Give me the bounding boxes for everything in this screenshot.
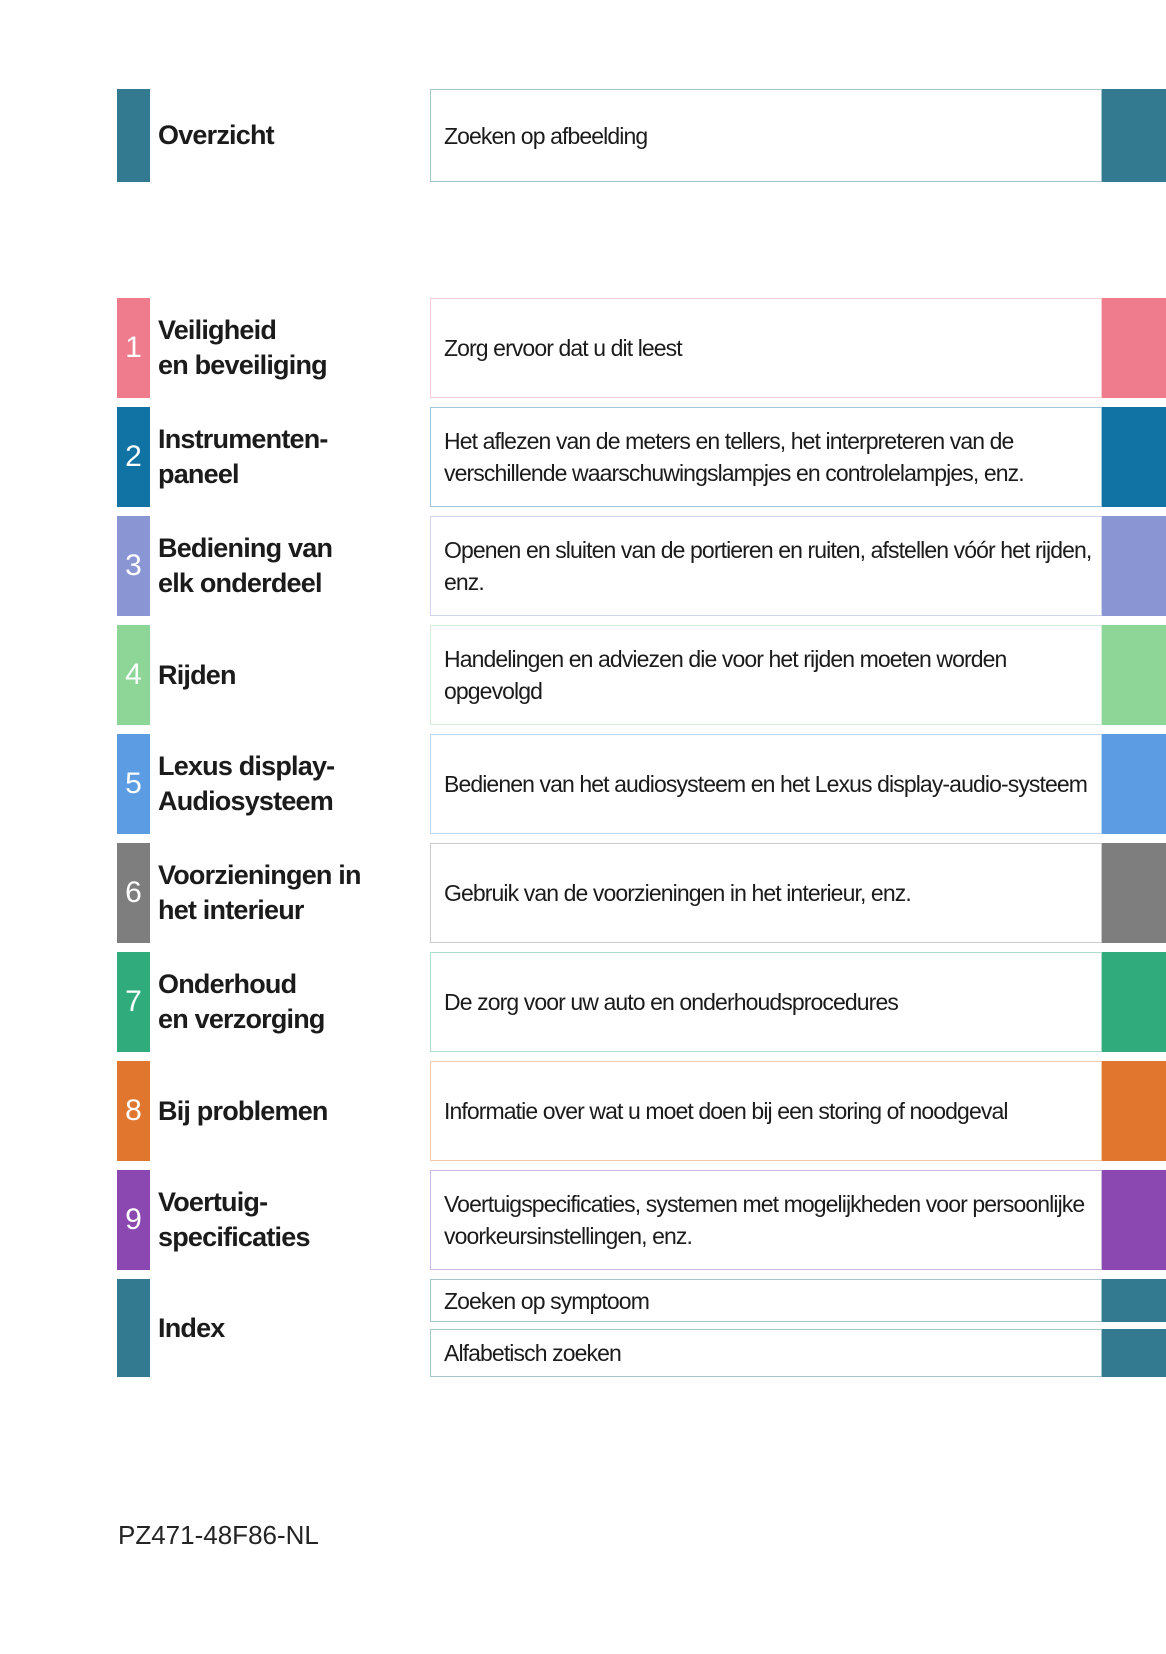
section-number: 3 [125,549,142,582]
section-description: Gebruik van de voorzieningen in het inte… [444,880,912,906]
overview-color-block [117,89,150,182]
section-title: Bediening van elk onderdeel [158,533,333,598]
section-title: Instrumenten- paneel [158,424,328,489]
index-color-block [117,1279,150,1377]
index-item-box: Zoeken op symptoom [430,1279,1102,1322]
section-number: 5 [125,767,142,800]
section-description: De zorg voor uw auto en onderhoudsproced… [444,989,899,1015]
overview-description: Zoeken op afbeelding [444,122,648,149]
section-description: Informatie over wat u moet doen bij een … [444,1098,1008,1124]
index-edge-tab [1102,1329,1166,1377]
section-description-box: Informatie over wat u moet doen bij een … [430,1061,1102,1161]
section-description: Bedienen van het audiosysteem en het Lex… [444,771,1088,797]
section-number-block: 5 [117,734,150,834]
section-title: Voorzieningen in het interieur [158,860,362,925]
overview-title: Overzicht [158,120,275,151]
section-edge-tab [1102,1170,1166,1270]
index-title: Index [158,1312,225,1343]
section-title: Veiligheid en beveiliging [158,315,328,380]
overview-description-box: Zoeken op afbeelding [430,89,1102,182]
section-title: Rijden [158,659,237,690]
section-description-box: Voertuigspecificaties, systemen met moge… [430,1170,1102,1270]
section-number-block: 8 [117,1061,150,1161]
section-row-4: 4 Rijden Handelingen en adviezen die voo… [0,625,1166,725]
section-title: Voertuig- specificaties [158,1187,311,1252]
section-title: Bij problemen [158,1095,328,1126]
section-number-block: 3 [117,516,150,616]
section-row-6: 6 Voorzieningen in het interieur Gebruik… [0,843,1166,943]
section-edge-tab [1102,843,1166,943]
section-edge-tab [1102,298,1166,398]
section-row-1: 1 Veiligheid en beveiliging Zorg ervoor … [0,298,1166,398]
section-edge-tab [1102,625,1166,725]
section-description-box: Bedienen van het audiosysteem en het Lex… [430,734,1102,834]
section-description: Openen en sluiten van de portieren en ru… [444,537,1092,595]
section-description-box: Het aflezen van de meters en tellers, he… [430,407,1102,507]
section-number: 1 [125,331,142,364]
section-number: 8 [125,1094,142,1127]
section-number: 9 [125,1203,142,1236]
section-edge-tab [1102,952,1166,1052]
section-title: Lexus display- Audiosysteem [158,751,335,816]
index-item-label: Zoeken op symptoom [444,1287,650,1314]
section-row-9: 9 Voertuig- specificaties Voertuigspecif… [0,1170,1166,1270]
section-row-3: 3 Bediening van elk onderdeel Openen en … [0,516,1166,616]
section-title: Onderhoud en verzorging [158,969,325,1034]
section-row-5: 5 Lexus display- Audiosysteem Bedienen v… [0,734,1166,834]
section-number: 4 [125,658,142,691]
index-item-label: Alfabetisch zoeken [444,1340,622,1366]
section-description-box: Handelingen en adviezen die voor het rij… [430,625,1102,725]
index-boxes: Zoeken op symptoom Alfabetisch zoeken [430,1279,1166,1377]
index-item-box: Alfabetisch zoeken [430,1329,1102,1377]
section-number-block: 9 [117,1170,150,1270]
index-row: Index Zoeken op symptoom Alfabetisch zoe… [0,1279,1166,1377]
section-number: 6 [125,876,142,909]
section-edge-tab [1102,516,1166,616]
section-number: 2 [125,440,142,473]
section-description: Voertuigspecificaties, systemen met moge… [444,1191,1085,1249]
section-number-block: 4 [117,625,150,725]
footer-code: PZ471-48F86-NL [118,1520,319,1550]
index-edge-tab [1102,1279,1166,1322]
section-edge-tab [1102,734,1166,834]
section-description: Het aflezen van de meters en tellers, he… [444,428,1025,486]
section-number-block: 2 [117,407,150,507]
overview-row: Overzicht Zoeken op afbeelding [0,89,1166,182]
section-number: 7 [125,985,142,1018]
section-edge-tab [1102,407,1166,507]
section-row-7: 7 Onderhoud en verzorging De zorg voor u… [0,952,1166,1052]
overview-edge-tab [1102,89,1166,182]
index-item-row: Alfabetisch zoeken [430,1329,1166,1377]
section-number-block: 6 [117,843,150,943]
section-edge-tab [1102,1061,1166,1161]
section-description-box: Zorg ervoor dat u dit leest [430,298,1102,398]
index-item-row: Zoeken op symptoom [430,1279,1166,1322]
section-row-2: 2 Instrumenten- paneel Het aflezen van d… [0,407,1166,507]
section-row-8: 8 Bij problemen Informatie over wat u mo… [0,1061,1166,1161]
section-number-block: 1 [117,298,150,398]
section-description-box: Openen en sluiten van de portieren en ru… [430,516,1102,616]
section-description-box: De zorg voor uw auto en onderhoudsproced… [430,952,1102,1052]
section-number-block: 7 [117,952,150,1052]
section-description: Zorg ervoor dat u dit leest [444,335,683,361]
section-description-box: Gebruik van de voorzieningen in het inte… [430,843,1102,943]
section-description: Handelingen en adviezen die voor het rij… [444,646,1007,704]
